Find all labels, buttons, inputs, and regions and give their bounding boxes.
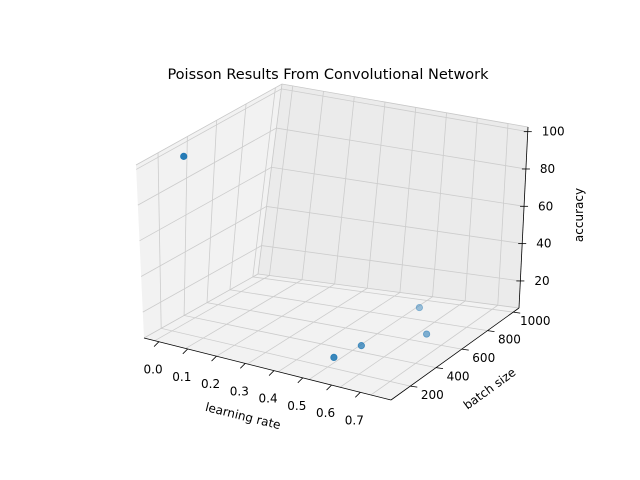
- y-tick-mark: [410, 385, 418, 388]
- x-tick-label: 0.5: [287, 399, 306, 413]
- y-tick-label: 600: [472, 351, 495, 365]
- z-axis-line: [518, 126, 529, 309]
- left-floor-edge: [143, 273, 259, 339]
- y-tick-label: 1000: [520, 314, 551, 328]
- chart-title: Poisson Results From Convolutional Netwo…: [167, 67, 489, 83]
- z-tick-label: 60: [538, 199, 553, 213]
- scatter-point: [357, 342, 365, 350]
- back-floor-edge: [257, 273, 520, 309]
- x-tick-mark: [211, 355, 217, 362]
- y-tick-label: 800: [498, 333, 521, 347]
- z-tick-label: 40: [536, 237, 551, 251]
- y-axis-line: [390, 307, 520, 401]
- scatter-point: [180, 152, 188, 160]
- x-tick-mark: [153, 341, 160, 347]
- x-tick-mark: [268, 370, 275, 376]
- x-tick-mark: [240, 363, 246, 369]
- x-axis-line: [143, 337, 392, 401]
- data-points: [180, 152, 431, 361]
- z-tick-label: 20: [534, 274, 549, 288]
- back-pane: [258, 84, 528, 308]
- y-tick-label: 200: [421, 388, 444, 402]
- x-tick-label: 0.6: [316, 406, 335, 420]
- y-tick-mark: [513, 311, 521, 314]
- y-tick-mark: [461, 348, 469, 351]
- y-tick-mark: [435, 367, 444, 370]
- scatter-point: [423, 330, 431, 338]
- axes: [143, 126, 529, 401]
- z-tick-label: 100: [542, 125, 565, 139]
- x-tick-label: 0.4: [259, 392, 278, 406]
- x-tick-mark: [355, 392, 361, 398]
- x-tick-mark: [182, 348, 189, 355]
- back-corner-edge: [257, 83, 283, 275]
- scatter-point: [330, 353, 338, 361]
- tick-marks: [153, 131, 532, 398]
- y-tick-label: 400: [447, 370, 470, 384]
- y-tick-mark: [487, 330, 495, 333]
- x-tick-label: 0.2: [201, 377, 220, 391]
- x-tick-label: 0.3: [230, 384, 249, 398]
- z-tick-label: 80: [540, 162, 555, 176]
- x-tick-label: 0.7: [345, 413, 364, 427]
- x-tick-mark: [297, 377, 304, 384]
- z-axis-label: accuracy: [572, 188, 586, 242]
- x-tick-mark: [326, 384, 332, 391]
- pane-edges: [135, 83, 529, 339]
- scatter-point: [415, 303, 423, 312]
- x-tick-label: 0.1: [172, 370, 191, 384]
- left-pane: [136, 84, 282, 338]
- x-tick-label: 0.0: [144, 363, 163, 377]
